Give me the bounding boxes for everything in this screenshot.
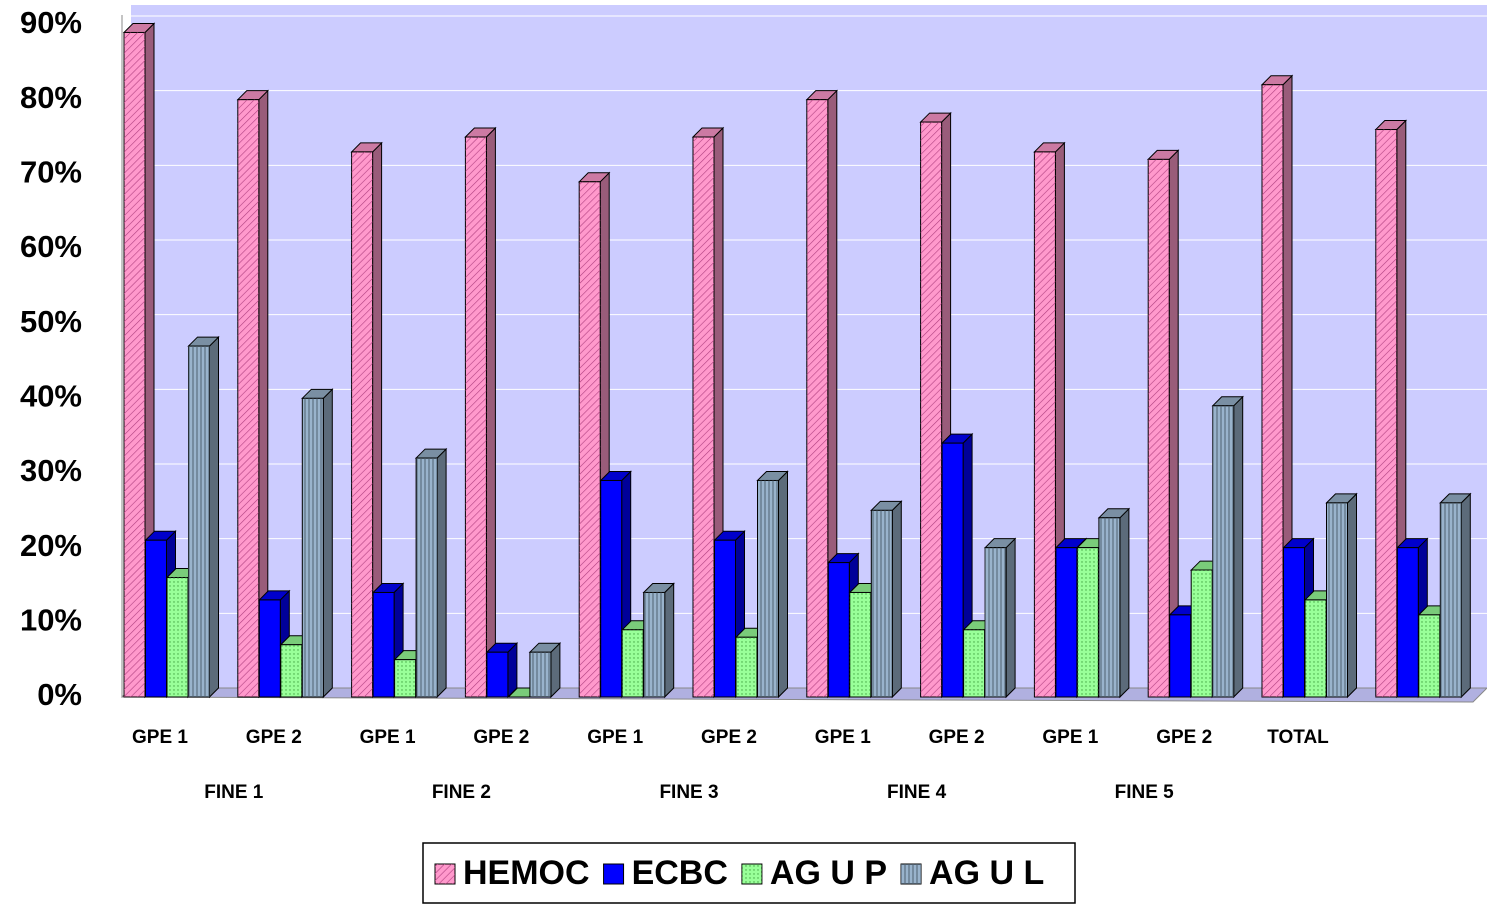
- legend: HEMOC ECBC AG U P AG U L: [422, 842, 1076, 904]
- x-tick-label: GPE 1: [815, 727, 871, 748]
- x-group-label: FINE 2: [432, 782, 491, 803]
- bar-hatch: [806, 99, 828, 697]
- bar-hatch: [1148, 159, 1170, 697]
- bar-hatch: [1034, 151, 1056, 697]
- bar-hatch: [643, 592, 665, 697]
- bar-side: [1233, 395, 1244, 699]
- y-tick-label: 50%: [20, 304, 82, 339]
- legend-label: AG U L: [929, 854, 1044, 892]
- bar-side: [322, 388, 333, 699]
- bar-hatch: [736, 637, 757, 697]
- bar-hatch: [416, 458, 438, 697]
- bar: [145, 539, 167, 698]
- x-tick-label: GPE 2: [929, 727, 985, 748]
- y-tick-label: 60%: [20, 229, 82, 264]
- y-tick-label: 0%: [37, 677, 82, 712]
- x-group-label: FINE 4: [887, 782, 947, 803]
- bar-hatch: [1418, 614, 1440, 697]
- y-tick-label: 80%: [20, 80, 82, 115]
- y-tick-label: 70%: [20, 155, 82, 190]
- legend-label: HEMOC: [463, 854, 590, 892]
- x-group-label: FINE 1: [204, 782, 264, 803]
- x-tick-label: GPE 1: [360, 727, 416, 748]
- bar: [486, 651, 509, 698]
- bar: [1169, 614, 1192, 698]
- bar-hatch: [1098, 517, 1120, 697]
- bar-hatch: [757, 480, 779, 697]
- bar-side: [1460, 492, 1471, 699]
- x-tick-label: GPE 2: [701, 727, 757, 748]
- bar-hatch: [465, 137, 487, 697]
- bar-hatch: [302, 398, 324, 697]
- legend-swatch-hatch: [741, 864, 762, 884]
- x-tick-label: GPE 2: [246, 727, 302, 748]
- x-tick-label: GPE 2: [1156, 727, 1212, 748]
- bar-hatch: [693, 137, 714, 697]
- bar-hatch: [985, 547, 1007, 697]
- bar: [600, 479, 623, 698]
- y-tick-label: 20%: [20, 528, 82, 563]
- y-tick-label: 10%: [20, 603, 82, 638]
- bar-hatch: [622, 629, 644, 697]
- legend-label: ECBC: [632, 854, 728, 892]
- bar-hatch: [579, 181, 601, 698]
- bar-side: [1347, 492, 1357, 699]
- bar-hatch: [124, 32, 145, 697]
- x-tick-label: GPE 2: [473, 727, 529, 748]
- bar: [1055, 547, 1078, 698]
- x-group-label: FINE 3: [659, 782, 718, 803]
- bar-side: [1119, 507, 1130, 699]
- bar-hatch: [1440, 502, 1462, 697]
- bar-hatch: [188, 346, 210, 697]
- bar-hatch: [920, 122, 942, 698]
- bar: [258, 599, 281, 698]
- x-group-label: FINE 5: [1115, 782, 1175, 803]
- legend-swatch: [603, 863, 625, 885]
- bar-side: [485, 126, 496, 699]
- x-tick-label: GPE 1: [132, 727, 188, 748]
- bar-hatch: [1305, 599, 1326, 697]
- bar: [372, 591, 395, 698]
- legend-swatch-hatch: [901, 864, 922, 884]
- bar-hatch: [1077, 547, 1099, 697]
- x-tick-label: GPE 1: [587, 727, 643, 748]
- bar-hatch: [167, 577, 188, 697]
- bar-side: [664, 582, 675, 699]
- x-tick-label: GPE 1: [1042, 727, 1098, 748]
- bar: [827, 562, 850, 698]
- bar-side: [778, 470, 788, 699]
- bar-hatch: [1375, 129, 1397, 698]
- y-tick-label: 90%: [20, 5, 82, 40]
- bar-hatch: [529, 652, 551, 697]
- bar-side: [1005, 537, 1016, 699]
- x-tick-label: TOTAL: [1267, 727, 1329, 748]
- legend-label: AG U P: [770, 854, 887, 892]
- bar-hatch: [1262, 84, 1283, 697]
- legend-swatch-hatch: [435, 864, 455, 884]
- bar-hatch: [871, 510, 893, 697]
- y-tick-label: 40%: [20, 379, 82, 414]
- bar: [941, 442, 964, 698]
- y-tick-label: 30%: [20, 453, 82, 488]
- bar-hatch: [963, 629, 985, 697]
- bar-hatch: [394, 659, 416, 697]
- bar: [1283, 547, 1305, 698]
- bar-side: [209, 335, 219, 699]
- bar: [1396, 547, 1419, 698]
- bar: [714, 539, 736, 698]
- bar-hatch: [237, 99, 259, 697]
- bar-hatch: [280, 644, 302, 697]
- bar-side: [891, 500, 902, 699]
- bar-hatch: [849, 592, 871, 697]
- bar-side: [436, 447, 447, 699]
- bar-hatch: [1212, 405, 1234, 697]
- bar-hatch: [1191, 570, 1213, 697]
- bar-hatch: [1326, 502, 1348, 697]
- bar-hatch: [351, 151, 373, 697]
